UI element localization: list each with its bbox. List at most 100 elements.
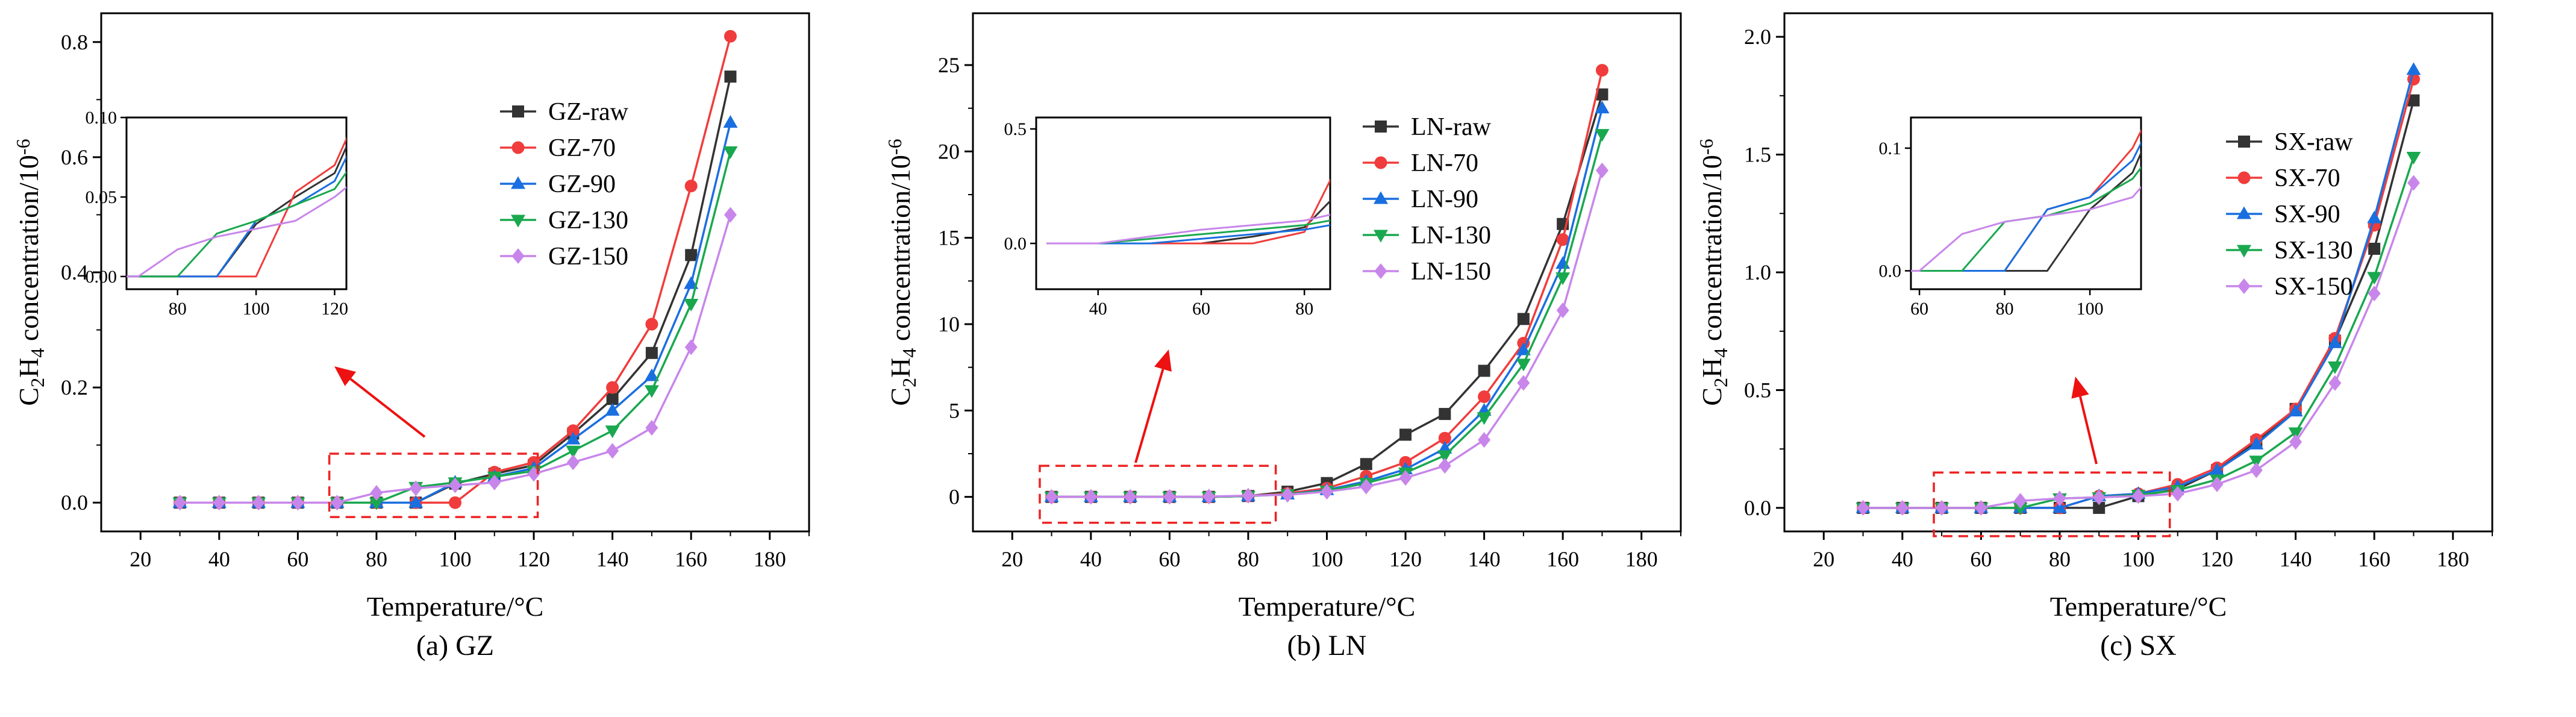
data-point: [1478, 432, 1491, 448]
data-point: [369, 497, 384, 510]
y-axis-title: C2H4 concentration/10-6: [884, 139, 920, 405]
data-point: [2407, 175, 2420, 191]
inset-series-group: [1046, 178, 1330, 245]
data-point: [645, 420, 658, 436]
inset-series-line: [127, 136, 346, 278]
data-point: [2092, 489, 2106, 506]
data-point: [1516, 342, 1531, 355]
data-point: [566, 454, 580, 471]
data-point: [1281, 487, 1294, 503]
x-tick-label: 100: [1311, 547, 1343, 571]
data-point: [449, 477, 461, 493]
legend-marker: [511, 141, 525, 154]
legend-label: GZ-raw: [548, 98, 629, 126]
data-point: [1202, 489, 1216, 505]
data-point: [724, 30, 737, 43]
x-tick-label: 160: [675, 547, 707, 571]
inset-series-line: [1911, 186, 2141, 272]
inset-x-tick-label: 80: [1295, 299, 1313, 319]
legend: LN-raw LN-70 LN-90 LN-130 LN-150: [1363, 113, 1492, 286]
data-point: [724, 70, 737, 83]
data-point: [1477, 412, 1492, 425]
y-axis-title-part: C: [885, 387, 916, 406]
y-tick-label: 1.0: [1744, 260, 1771, 284]
inset-frame: [1035, 116, 1331, 290]
data-point: [2406, 62, 2421, 75]
data-point: [252, 495, 265, 511]
y-axis-title-part: concentration/10: [1696, 155, 1727, 348]
x-tick-label: 20: [1001, 547, 1023, 571]
data-point: [2249, 462, 2263, 478]
panel-caption: (c) SX: [2100, 630, 2177, 662]
y-tick-label: 1.5: [1744, 143, 1771, 167]
legend-label: LN-150: [1411, 258, 1491, 286]
x-tick-label: 160: [2358, 547, 2390, 571]
x-axis-title: Temperature/°C: [2050, 591, 2227, 622]
y-axis-title-part: 4: [898, 348, 920, 358]
panel-ln: 20 40 60 80 100 120 140 160 180 0 5 10 15 20 25 Tempera…: [884, 12, 1682, 662]
data-point: [2014, 493, 2027, 509]
data-point: [1556, 233, 1569, 246]
data-point: [1595, 101, 1610, 114]
x-tick-label: 180: [1625, 547, 1658, 571]
data-point: [566, 431, 581, 445]
x-tick-label: 140: [2280, 547, 2312, 571]
inset-x-tick-label: 120: [321, 299, 348, 319]
zoom-region-box: [328, 452, 539, 518]
data-point: [331, 495, 344, 511]
y-tick-label: 0.4: [61, 260, 88, 284]
data-point: [1595, 162, 1608, 178]
inset-frame: [125, 116, 348, 290]
x-tick-label: 100: [2122, 547, 2155, 571]
data-point: [2132, 488, 2145, 504]
inset-series-line: [127, 171, 346, 278]
y-tick-label: 0.8: [61, 30, 88, 54]
legend-marker: [1375, 121, 1387, 133]
legend-marker: [511, 214, 525, 228]
series-sx-150: [1857, 175, 2420, 516]
legend: GZ-raw GZ-70 GZ-90 GZ-130 GZ-150: [500, 98, 629, 271]
inset-x-tick-label: 100: [243, 299, 270, 319]
data-point: [684, 299, 699, 312]
x-tick-label: 40: [208, 547, 230, 571]
data-point: [1595, 64, 1608, 77]
legend-label: SX-150: [2274, 273, 2353, 301]
data-point: [2368, 286, 2381, 302]
y-tick-label: 20: [938, 139, 960, 163]
x-tick-label: 120: [517, 547, 550, 571]
x-tick-label: 60: [287, 547, 308, 571]
y-axis-title-part: 2: [1710, 378, 1731, 387]
data-point: [1857, 499, 1870, 516]
inset-x-tick-label: 80: [1996, 299, 2014, 319]
data-point: [566, 424, 580, 437]
data-point: [684, 339, 698, 355]
y-tick-label: 0.0: [61, 490, 88, 515]
inset-series-line: [127, 186, 346, 278]
data-point: [2093, 501, 2106, 514]
data-point: [1124, 489, 1137, 505]
x-tick-label: 120: [2201, 547, 2233, 571]
data-point: [2210, 476, 2224, 492]
legend-label: LN-raw: [1411, 113, 1492, 141]
y-axis-title-part: H: [885, 358, 916, 378]
panel-caption: (a) GZ: [416, 630, 494, 662]
data-point: [1517, 375, 1530, 391]
y-axis-title-part: -6: [1695, 139, 1717, 155]
y-axis-title-part: C: [13, 387, 44, 406]
data-point: [1321, 484, 1333, 500]
y-tick-label: 10: [938, 312, 960, 336]
y-tick-label: 25: [938, 53, 960, 77]
inset-x-tick-label: 60: [1192, 299, 1210, 319]
data-point: [409, 480, 422, 496]
legend-marker: [1374, 156, 1387, 169]
legend-marker: [2237, 171, 2251, 184]
data-point: [1439, 408, 1451, 421]
x-tick-label: 140: [596, 547, 629, 571]
data-point: [2406, 151, 2421, 164]
data-point: [449, 496, 461, 509]
data-point: [723, 146, 738, 159]
y-tick-label: 0.5: [1744, 378, 1771, 402]
legend-marker: [2237, 278, 2251, 294]
inset-x-tick-label: 40: [1089, 299, 1107, 319]
